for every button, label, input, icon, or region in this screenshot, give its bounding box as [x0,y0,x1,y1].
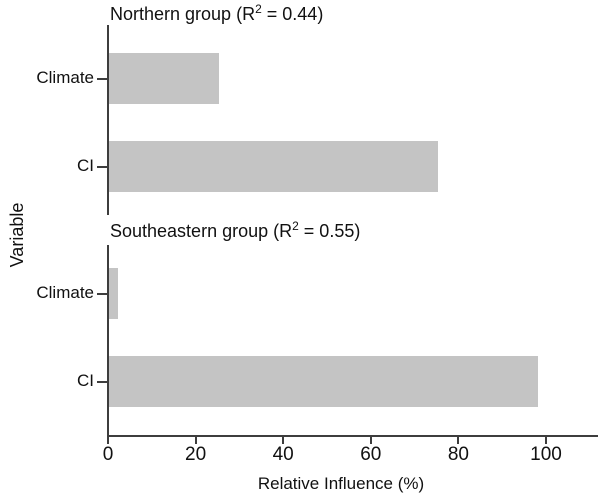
y-axis-line [107,245,109,436]
bar-ci [109,356,539,407]
category-label: Climate [36,67,94,87]
x-tick [457,437,460,444]
panel-title-text: Northern group (R [110,4,256,24]
r-squared-superscript: 2 [292,219,299,233]
y-tick [97,380,107,383]
category-label: CI [77,155,94,175]
panel-title: Southeastern group (R2 = 0.55) [110,219,360,242]
category-label: CI [77,370,94,390]
y-axis-line [107,25,109,215]
x-tick [545,437,547,444]
x-axis-line [107,435,598,437]
x-tick [194,437,197,444]
y-axis-title: Variable [7,202,27,268]
x-tick [282,437,285,444]
panel-title-text: = 0.55) [298,221,361,241]
y-tick [97,165,107,168]
x-tick-label: 20 [185,444,207,465]
x-axis-title: Relative Influence (%) [257,474,425,493]
bar-climate [109,53,219,104]
bar-ci [109,141,438,192]
panel-title-text: Southeastern group (R [110,221,293,241]
x-tick-label: 0 [102,444,114,465]
x-tick-label: 60 [360,444,382,465]
y-tick [97,292,107,295]
y-tick [97,77,107,80]
x-tick-label: 80 [447,444,469,465]
r-squared-superscript: 2 [255,2,262,16]
x-tick [107,437,109,444]
panel-title: Northern group (R2 = 0.44) [110,2,323,25]
category-label: Climate [36,282,94,302]
bar-climate [109,268,118,319]
x-tick-label: 100 [530,444,562,465]
x-tick [369,437,372,444]
x-tick-label: 40 [272,444,294,465]
panel-title-text: = 0.44) [261,4,324,24]
